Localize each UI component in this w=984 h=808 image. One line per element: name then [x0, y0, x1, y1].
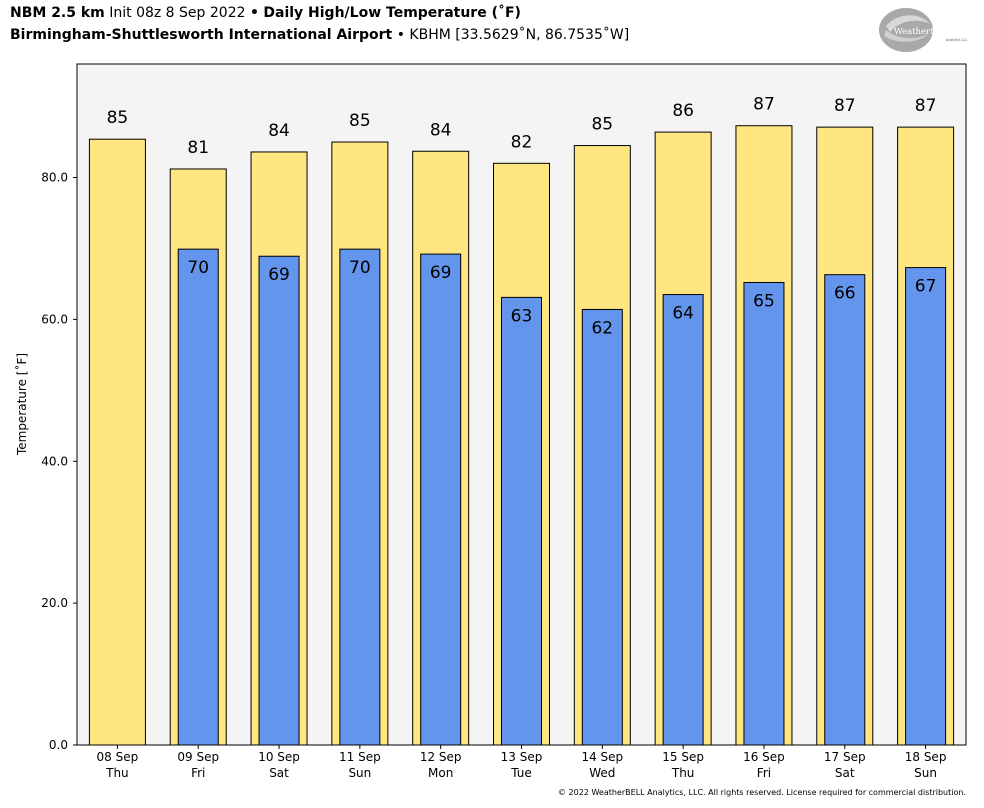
y-tick-label-3: 60.0 [41, 312, 68, 326]
x-tick-day-5: Tue [510, 766, 532, 780]
init-time: Init 08z 8 Sep 2022 [109, 5, 246, 21]
low-bar-6 [581, 308, 623, 746]
subtitle-bullet: • [396, 27, 405, 43]
low-label-8: 65 [753, 291, 775, 311]
low-label-5: 63 [511, 306, 533, 326]
low-bar-10 [905, 267, 947, 746]
x-tick-day-7: Thu [671, 766, 695, 780]
chart-subtitle: Birmingham-Shuttlesworth International A… [10, 27, 629, 43]
logo-subtext: Analytics LLC [946, 38, 968, 42]
product-name: Daily High/Low Temperature (˚F) [263, 5, 521, 21]
chart-title: NBM 2.5 km Init 08z 8 Sep 2022 • Daily H… [10, 5, 521, 21]
x-tick-day-10: Sun [914, 766, 937, 780]
high-label-0: 85 [107, 108, 129, 128]
y-tick-label-4: 80.0 [41, 171, 68, 185]
logo-wordmark: WeatherBELL [894, 27, 954, 37]
low-label-7: 64 [672, 304, 694, 324]
low-label-9: 66 [834, 284, 856, 304]
x-tick-label-0: 08 Sep [97, 750, 139, 764]
y-tick-label-0: 0.0 [49, 738, 68, 752]
y-tick-label-1: 20.0 [41, 596, 68, 610]
x-tick-day-1: Fri [191, 766, 205, 780]
x-tick-label-9: 17 Sep [824, 750, 866, 764]
x-tick-label-5: 13 Sep [501, 750, 543, 764]
high-label-5: 82 [511, 132, 533, 152]
low-label-10: 67 [915, 277, 937, 297]
x-axis: 08 Sep Thu 09 Sep Fri 10 Sep Sat 11 Sep Sun 12 S… [97, 745, 947, 780]
x-tick-day-2: Sat [269, 766, 289, 780]
low-bar-8 [743, 281, 785, 746]
low-label-1: 70 [187, 258, 209, 278]
low-bar-3 [339, 248, 381, 746]
copyright-notice: © 2022 WeatherBELL Analytics, LLC. All r… [558, 788, 966, 797]
station-info: KBHM [33.5629˚N, 86.7535˚W] [409, 27, 630, 43]
x-tick-day-6: Wed [589, 766, 615, 780]
low-bar-5 [501, 296, 542, 746]
high-label-4: 84 [430, 120, 452, 140]
low-label-3: 70 [349, 258, 371, 278]
weatherbell-logo: WeatherBELL Analytics LLC [879, 8, 968, 52]
high-label-3: 85 [349, 111, 371, 131]
x-tick-label-1: 09 Sep [177, 750, 219, 764]
high-label-9: 87 [834, 96, 856, 116]
station-name: Birmingham-Shuttlesworth International A… [10, 27, 393, 43]
high-label-10: 87 [915, 96, 937, 116]
x-tick-label-4: 12 Sep [420, 750, 462, 764]
x-tick-label-7: 15 Sep [662, 750, 704, 764]
x-tick-day-4: Mon [428, 766, 453, 780]
low-bar-7 [662, 294, 704, 746]
y-axis: 0.0 20.0 40.0 60.0 80.0 [41, 171, 77, 752]
high-label-2: 84 [268, 121, 290, 141]
x-tick-label-10: 18 Sep [905, 750, 947, 764]
x-tick-label-6: 14 Sep [581, 750, 623, 764]
model-name: NBM 2.5 km [10, 5, 105, 21]
title-bullet: • [249, 5, 259, 21]
high-label-8: 87 [753, 95, 775, 115]
y-axis-label: Temperature [˚F] [15, 352, 29, 456]
plot-frame [76, 63, 967, 746]
x-tick-label-3: 11 Sep [339, 750, 381, 764]
high-label-7: 86 [672, 101, 694, 121]
x-tick-day-9: Sat [835, 766, 855, 780]
low-label-4: 69 [430, 263, 452, 283]
x-tick-day-8: Fri [757, 766, 771, 780]
x-tick-day-3: Sun [348, 766, 371, 780]
x-tick-day-0: Thu [105, 766, 129, 780]
low-label-6: 62 [591, 318, 613, 338]
x-tick-label-8: 16 Sep [743, 750, 785, 764]
low-bar-9 [824, 274, 866, 746]
low-label-2: 69 [268, 265, 290, 285]
low-bar-2 [258, 255, 300, 746]
low-temperature-bars [177, 248, 947, 746]
high-bar-0 [88, 138, 146, 746]
high-label-6: 85 [591, 115, 613, 135]
y-tick-label-2: 40.0 [41, 454, 68, 468]
bar-value-labels: 85 81 84 85 84 82 85 86 87 87 87 70 69 70 69 63 62 64 65 66… [107, 95, 937, 339]
high-label-1: 81 [187, 138, 209, 158]
low-bar-4 [420, 253, 462, 746]
x-tick-label-2: 10 Sep [258, 750, 300, 764]
low-bar-1 [177, 248, 219, 746]
